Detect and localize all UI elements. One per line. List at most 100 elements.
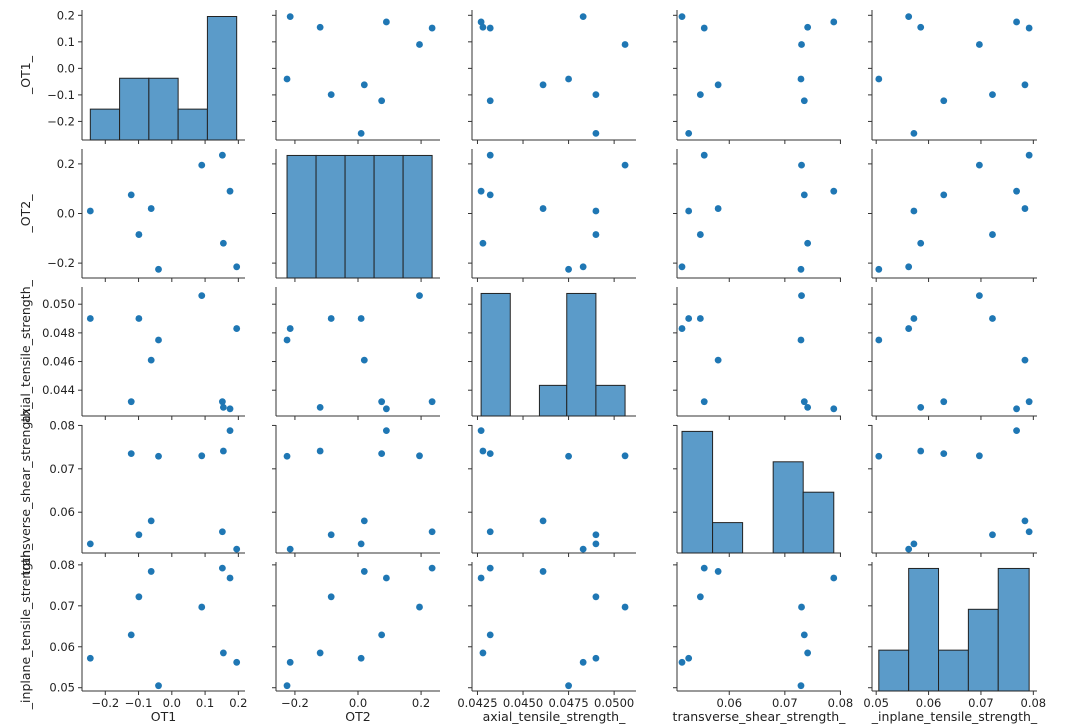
- x-tick-label: −0.2: [281, 696, 309, 710]
- scatter-point: [155, 682, 162, 690]
- y-tick-label: 0.07: [49, 462, 75, 476]
- scatter-point: [147, 205, 155, 212]
- scatter-point: [360, 568, 368, 575]
- x-tick-label: −0.1: [125, 696, 153, 710]
- y-tick-label: 0.08: [49, 418, 75, 432]
- scatter-point: [975, 41, 983, 48]
- scatter-point: [875, 336, 883, 344]
- scatter-point: [416, 603, 423, 611]
- y-tick-label: 0.2: [57, 157, 75, 171]
- panel-shear-vs-OT1: 0.06 0.07 0.08: [49, 418, 245, 557]
- scatter-point: [479, 23, 487, 31]
- scatter-point: [940, 97, 948, 105]
- scatter-point: [147, 356, 155, 364]
- y-tick-label: 0.0: [57, 207, 75, 221]
- scatter-point: [382, 574, 390, 582]
- panel-OT2-vs-OT1: −0.2 0.0 0.2: [47, 149, 245, 282]
- scatter-point: [798, 603, 805, 611]
- x-tick-label: 0.1: [196, 696, 214, 710]
- y-tick-label: 0.0: [57, 61, 75, 75]
- scatter-point: [910, 129, 918, 137]
- scatter-point: [233, 545, 241, 553]
- y-tick-label: 0.2: [57, 8, 75, 22]
- scatter-point: [286, 325, 294, 332]
- hist-bar: [538, 384, 568, 417]
- scatter-point: [797, 682, 805, 690]
- y-tick-label: 0.05: [49, 681, 75, 695]
- scatter-point: [1013, 405, 1020, 413]
- x-tick-label: 0.07: [968, 696, 994, 710]
- scatter-point: [283, 336, 291, 344]
- hist-bar: [373, 154, 404, 279]
- scatter-point: [700, 151, 708, 159]
- scatter-point: [798, 292, 805, 299]
- panel-OT1-vs-shear: [673, 10, 841, 144]
- scatter-point: [1021, 517, 1029, 525]
- scatter-point: [382, 405, 390, 413]
- scatter-point: [592, 531, 600, 539]
- scatter-point: [155, 452, 162, 460]
- x-tick-label: 0.2: [229, 696, 247, 710]
- scatter-point: [804, 649, 812, 657]
- scatter-point: [198, 292, 206, 299]
- scatter-point: [316, 447, 324, 455]
- scatter-point: [685, 129, 693, 137]
- hist-bar: [938, 649, 969, 692]
- scatter-point: [219, 447, 227, 455]
- scatter-point: [378, 450, 386, 458]
- scatter-point: [1013, 427, 1020, 435]
- scatter-point: [135, 531, 143, 539]
- scatter-point: [428, 24, 436, 32]
- x-axis-label: _inplane_tensile_strength_: [871, 709, 1038, 724]
- scatter-point: [539, 517, 547, 525]
- scatter-point: [579, 545, 587, 553]
- scatter-point: [621, 161, 629, 169]
- scatter-point: [486, 151, 494, 159]
- panel-inplane-vs-inplane: 0.05 0.06 0.07 0.08: [863, 562, 1046, 710]
- x-tick-label: −0.2: [91, 696, 119, 710]
- hist-bar: [967, 608, 999, 692]
- scatter-point: [283, 452, 291, 460]
- scatter-point: [1025, 528, 1033, 536]
- scatter-point: [579, 13, 587, 21]
- x-tick-label: 0.08: [828, 696, 854, 710]
- scatter-point: [477, 427, 485, 435]
- scatter-point: [127, 450, 135, 458]
- scatter-point: [875, 452, 883, 460]
- scatter-point: [798, 41, 805, 48]
- hist-bar: [480, 292, 511, 417]
- scatter-point: [621, 603, 629, 611]
- x-tick-label: 0.08: [1021, 696, 1047, 710]
- scatter-point: [804, 239, 812, 247]
- scatter-point: [565, 452, 572, 460]
- scatter-point: [486, 450, 494, 458]
- scatter-point: [678, 325, 686, 332]
- scatter-point: [917, 404, 925, 411]
- scatter-point: [218, 528, 226, 536]
- panel-shear-vs-axial: [468, 424, 636, 557]
- scatter-point: [233, 325, 241, 332]
- scatter-point: [477, 187, 485, 195]
- scatter-point: [316, 404, 324, 411]
- scatter-point: [327, 531, 335, 539]
- scatter-point: [696, 315, 704, 322]
- hist-bar: [772, 461, 804, 554]
- scatter-point: [714, 568, 722, 575]
- hist-bar: [908, 567, 940, 692]
- hist-bar: [148, 77, 179, 141]
- scatter-point: [800, 631, 808, 639]
- hist-bar: [119, 77, 150, 141]
- hist-bar: [878, 649, 910, 692]
- scatter-point: [565, 265, 572, 273]
- scatter-point: [357, 315, 365, 322]
- scatter-point: [226, 574, 234, 582]
- panel-OT1-vs-OT2: [272, 10, 440, 144]
- panel-OT1-vs-axial: [468, 10, 636, 144]
- scatter-point: [135, 593, 143, 601]
- scatter-point: [135, 231, 143, 238]
- x-tick-label: 0.0: [163, 696, 181, 710]
- scatter-point: [1025, 398, 1033, 406]
- scatter-point: [797, 336, 805, 344]
- panel-inplane-vs-OT2: −0.2 0.0 0.2: [272, 562, 440, 710]
- scatter-point: [479, 649, 487, 657]
